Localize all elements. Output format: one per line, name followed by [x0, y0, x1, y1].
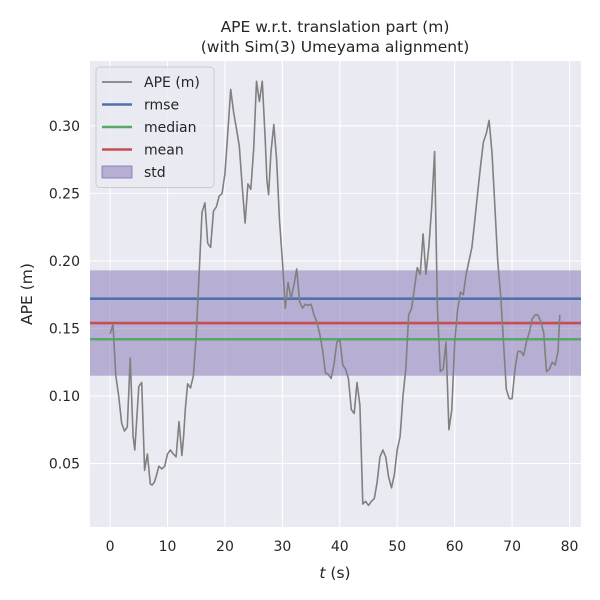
x-axis-ticks: 0 10 20 30 40 50 60 70 80 — [106, 539, 579, 555]
x-tick-label: 0 — [106, 539, 115, 555]
grid-lines — [90, 61, 581, 527]
legend-label-mean: mean — [144, 143, 184, 159]
legend-swatch-std_fill — [101, 165, 133, 179]
legend-label-ape: APE (m) — [144, 75, 200, 91]
x-tick-label: 20 — [216, 539, 234, 555]
chart-subtitle: (with Sim(3) Umeyama alignment) — [201, 38, 470, 56]
y-axis-label: APE (m) — [18, 263, 36, 325]
legend-frame — [95, 66, 215, 188]
y-tick-label: 0.25 — [49, 186, 80, 202]
x-axis-label-unit: (s) — [325, 564, 350, 582]
x-tick-label: 80 — [561, 539, 579, 555]
x-tick-label: 30 — [273, 539, 291, 555]
x-tick-label: 70 — [503, 539, 521, 555]
legend: APE (m) rmse median mean std — [95, 66, 215, 188]
legend-label-rmse: rmse — [144, 98, 179, 114]
legend-label-std_fill: std — [144, 165, 166, 181]
legend-label-median: median — [144, 120, 196, 136]
x-axis-label: t (s) — [319, 564, 350, 582]
x-tick-label: 10 — [159, 539, 177, 555]
x-tick-label: 50 — [388, 539, 406, 555]
x-axis-label-var: t — [319, 564, 326, 582]
chart-title: APE w.r.t. translation part (m) — [221, 18, 450, 36]
x-tick-label: 60 — [446, 539, 464, 555]
y-tick-label: 0.30 — [49, 119, 80, 135]
y-tick-label: 0.10 — [49, 389, 80, 405]
y-axis-ticks: 0.05 0.10 0.15 0.20 0.25 0.30 — [49, 119, 80, 473]
x-tick-label: 40 — [331, 539, 349, 555]
y-tick-label: 0.15 — [49, 321, 80, 337]
y-tick-label: 0.20 — [49, 254, 80, 270]
y-tick-label: 0.05 — [49, 457, 80, 473]
ape-series-line — [109, 80, 561, 507]
